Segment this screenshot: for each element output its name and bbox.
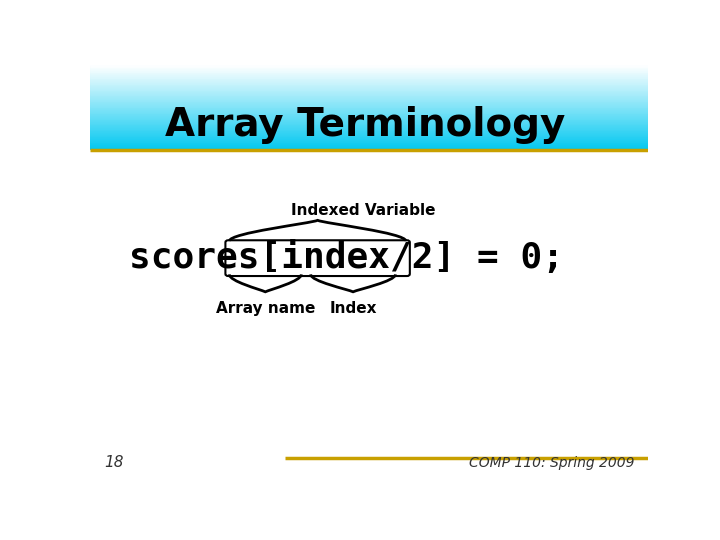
Bar <box>90 66 648 68</box>
Text: 18: 18 <box>104 455 123 470</box>
Bar <box>90 141 648 143</box>
Bar <box>90 102 648 103</box>
Bar <box>90 140 648 141</box>
Bar <box>90 114 648 115</box>
Bar <box>90 100 648 102</box>
Bar <box>90 76 648 77</box>
Bar <box>90 111 648 112</box>
Bar <box>90 109 648 110</box>
Bar <box>90 84 648 85</box>
Bar <box>90 147 648 149</box>
Bar <box>90 93 648 94</box>
Bar <box>90 70 648 71</box>
Bar <box>90 72 648 73</box>
Bar <box>90 121 648 122</box>
Bar <box>90 68 648 69</box>
Bar <box>90 137 648 138</box>
Bar <box>90 75 648 76</box>
Bar <box>90 123 648 124</box>
Bar <box>90 115 648 116</box>
Bar <box>90 112 648 113</box>
Bar <box>90 120 648 121</box>
Bar <box>90 122 648 123</box>
Bar <box>90 138 648 139</box>
Bar <box>90 86 648 87</box>
Bar <box>90 117 648 118</box>
Bar <box>90 103 648 104</box>
Bar <box>90 79 648 80</box>
Bar <box>90 113 648 114</box>
Bar <box>90 143 648 144</box>
Bar <box>90 82 648 83</box>
Bar <box>90 69 648 70</box>
Bar <box>90 74 648 75</box>
Text: Index: Index <box>329 301 377 315</box>
Bar <box>90 92 648 93</box>
Bar <box>90 65 648 66</box>
Bar <box>90 131 648 132</box>
Bar <box>90 105 648 106</box>
Bar <box>90 96 648 97</box>
Bar <box>90 119 648 120</box>
Bar <box>90 132 648 133</box>
Bar <box>90 127 648 128</box>
Bar <box>90 139 648 140</box>
Bar <box>90 116 648 117</box>
Bar <box>90 94 648 96</box>
Bar <box>90 85 648 86</box>
Bar <box>90 80 648 81</box>
Bar <box>90 90 648 91</box>
Bar <box>90 134 648 136</box>
Bar <box>90 91 648 92</box>
Bar <box>90 99 648 100</box>
Bar <box>90 107 648 109</box>
Text: Array Terminology: Array Terminology <box>166 106 566 144</box>
Bar <box>90 118 648 119</box>
Bar <box>90 77 648 78</box>
Bar <box>90 106 648 107</box>
Bar <box>90 148 648 149</box>
Bar <box>90 89 648 90</box>
Bar <box>90 83 648 84</box>
Bar <box>90 110 648 111</box>
Bar <box>90 81 648 82</box>
Bar <box>90 149 648 150</box>
Text: COMP 110: Spring 2009: COMP 110: Spring 2009 <box>469 456 634 470</box>
Bar <box>90 146 648 147</box>
Bar <box>90 130 648 131</box>
Text: Indexed Variable: Indexed Variable <box>291 203 436 218</box>
Bar <box>90 71 648 72</box>
Bar <box>90 129 648 130</box>
Bar <box>90 73 648 74</box>
Text: Array name: Array name <box>215 301 315 315</box>
Bar <box>90 144 648 145</box>
Bar <box>90 78 648 79</box>
Bar <box>90 128 648 129</box>
Bar <box>90 87 648 88</box>
Bar <box>90 125 648 126</box>
Bar <box>90 150 648 481</box>
Bar <box>90 104 648 105</box>
Text: scores[index/2] = 0;: scores[index/2] = 0; <box>129 241 564 275</box>
Bar <box>90 88 648 89</box>
Bar <box>90 124 648 125</box>
Bar <box>90 98 648 99</box>
Bar <box>90 97 648 98</box>
Bar <box>90 136 648 137</box>
Bar <box>90 126 648 127</box>
Bar <box>90 133 648 134</box>
Bar <box>90 145 648 146</box>
